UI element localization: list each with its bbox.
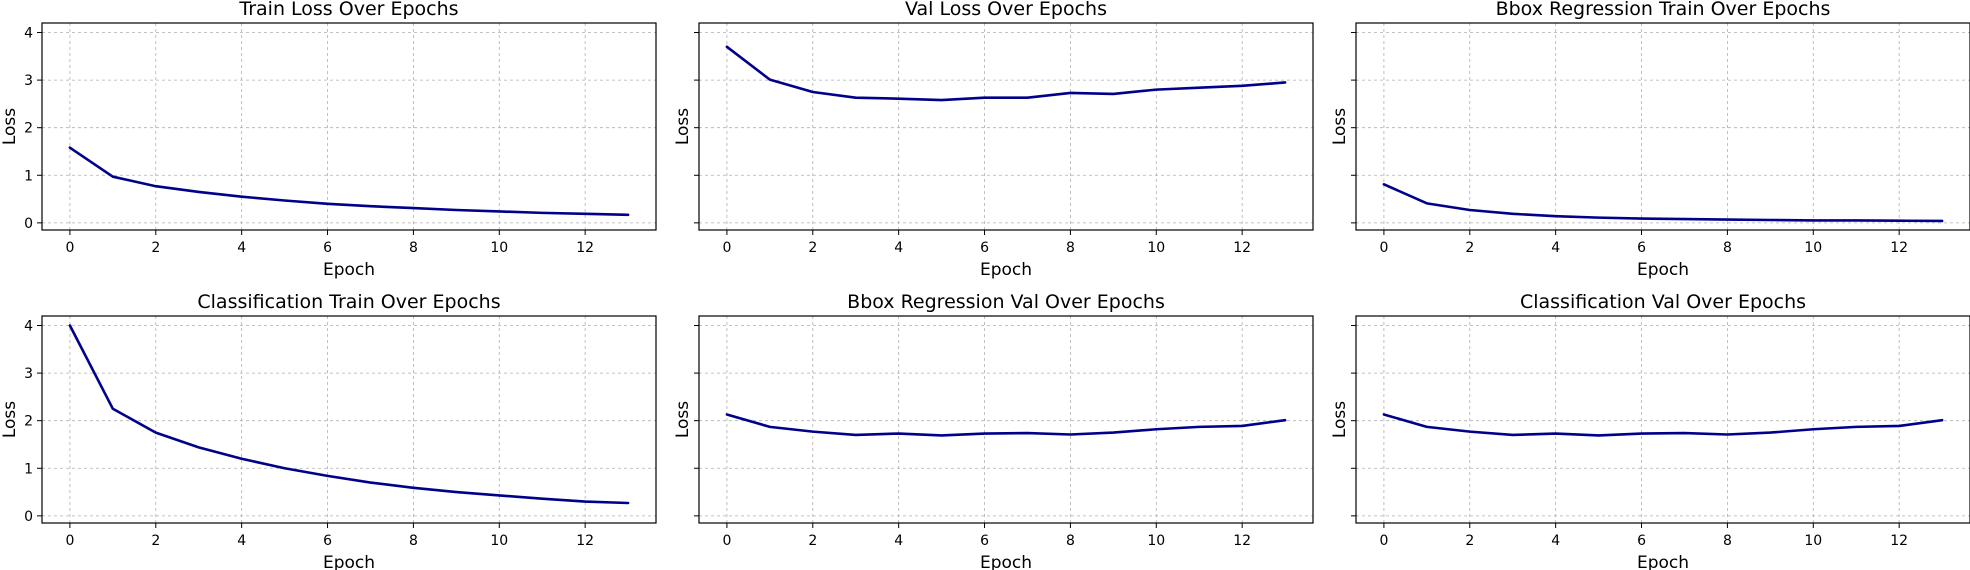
chart-title: Val Loss Over Epochs <box>905 0 1107 20</box>
x-tick-label: 10 <box>1147 533 1165 549</box>
chart-title: Bbox Regression Val Over Epochs <box>847 291 1165 313</box>
chart-panel-5: 0 2 4 6 8 10 12 Bbox Regression Val Over Epochs… <box>673 291 1314 570</box>
y-tick-label: 1 <box>24 461 33 477</box>
chart-panel-3: 0 2 4 6 8 10 12 Bbox Regression Train Over Epoc… <box>1330 0 1970 280</box>
x-tick-label: 8 <box>409 240 418 256</box>
y-axis-label: Loss <box>673 108 693 145</box>
y-axis-label: Loss <box>1330 108 1350 145</box>
x-tick-label: 0 <box>722 240 731 256</box>
x-tick-label: 12 <box>1890 240 1908 256</box>
x-tick-label: 10 <box>490 240 508 256</box>
plot-area-frame <box>1355 22 1970 231</box>
plot-area-frame <box>41 315 657 524</box>
x-tick-label: 8 <box>1066 533 1075 549</box>
plot-area-frame <box>698 315 1314 524</box>
x-tick-label: 0 <box>1379 240 1388 256</box>
y-axis-label: Loss <box>673 401 693 438</box>
chart-panel-2: 0 2 4 6 8 10 12 Val Loss Over Epochs Epoch Loss <box>673 0 1314 280</box>
y-tick-label: 4 <box>24 26 33 42</box>
x-axis-label: Epoch <box>323 260 375 280</box>
x-axis-label: Epoch <box>980 260 1032 280</box>
y-axis-label: Loss <box>0 401 20 438</box>
x-tick-label: 6 <box>980 533 989 549</box>
x-tick-label: 12 <box>1890 533 1908 549</box>
x-tick-label: 8 <box>1723 240 1732 256</box>
x-tick-label: 0 <box>1379 533 1388 549</box>
x-tick-label: 0 <box>65 240 74 256</box>
y-axis-label: Loss <box>1330 401 1350 438</box>
y-axis-label: Loss <box>0 108 20 145</box>
x-tick-label: 10 <box>1804 533 1822 549</box>
chart-panel-6: 0 2 4 6 8 10 12 Classification Val Over Epochs E… <box>1330 291 1970 570</box>
x-tick-label: 4 <box>894 240 903 256</box>
y-tick-label: 3 <box>24 366 33 382</box>
chart-title: Train Loss Over Epochs <box>238 0 458 20</box>
y-tick-label: 0 <box>24 216 33 232</box>
x-tick-label: 4 <box>237 240 246 256</box>
x-tick-label: 12 <box>1233 240 1251 256</box>
x-tick-label: 8 <box>1723 533 1732 549</box>
x-axis-label: Epoch <box>323 553 375 570</box>
x-tick-label: 2 <box>1465 240 1474 256</box>
x-tick-label: 6 <box>323 533 332 549</box>
x-tick-label: 2 <box>808 240 817 256</box>
x-tick-label: 2 <box>808 533 817 549</box>
x-tick-label: 12 <box>1233 533 1251 549</box>
plot-area-frame <box>41 22 657 231</box>
plot-area-frame <box>698 22 1314 231</box>
series-line <box>68 146 630 217</box>
series-line <box>725 45 1287 102</box>
series-line <box>1382 413 1944 437</box>
x-tick-label: 6 <box>323 240 332 256</box>
series-line <box>68 324 630 505</box>
series-line <box>725 413 1287 437</box>
x-tick-label: 2 <box>151 533 160 549</box>
x-tick-label: 6 <box>1637 240 1646 256</box>
x-tick-label: 2 <box>1465 533 1474 549</box>
x-tick-label: 6 <box>1637 533 1646 549</box>
x-tick-label: 4 <box>894 533 903 549</box>
x-axis-label: Epoch <box>1637 553 1689 570</box>
x-axis-label: Epoch <box>980 553 1032 570</box>
x-axis-label: Epoch <box>1637 260 1689 280</box>
chart-title: Classification Train Over Epochs <box>197 291 500 313</box>
x-tick-label: 0 <box>65 533 74 549</box>
y-tick-label: 3 <box>24 73 33 89</box>
chart-title: Bbox Regression Train Over Epochs <box>1496 0 1831 20</box>
x-tick-label: 10 <box>1804 240 1822 256</box>
x-tick-label: 12 <box>576 240 594 256</box>
x-tick-label: 4 <box>1551 533 1560 549</box>
y-tick-label: 2 <box>24 121 33 137</box>
x-tick-label: 8 <box>1066 240 1075 256</box>
x-tick-label: 4 <box>1551 240 1560 256</box>
chart-title: Classification Val Over Epochs <box>1520 291 1806 313</box>
x-tick-label: 2 <box>151 240 160 256</box>
x-tick-label: 8 <box>409 533 418 549</box>
x-tick-label: 6 <box>980 240 989 256</box>
x-tick-label: 10 <box>490 533 508 549</box>
series-line <box>1382 183 1944 223</box>
y-tick-label: 4 <box>24 319 33 335</box>
x-tick-label: 4 <box>237 533 246 549</box>
y-tick-label: 0 <box>24 509 33 525</box>
y-tick-label: 1 <box>24 168 33 184</box>
x-tick-label: 0 <box>722 533 731 549</box>
y-tick-label: 2 <box>24 414 33 430</box>
x-tick-label: 10 <box>1147 240 1165 256</box>
x-tick-label: 12 <box>576 533 594 549</box>
plot-area-frame <box>1355 315 1970 524</box>
